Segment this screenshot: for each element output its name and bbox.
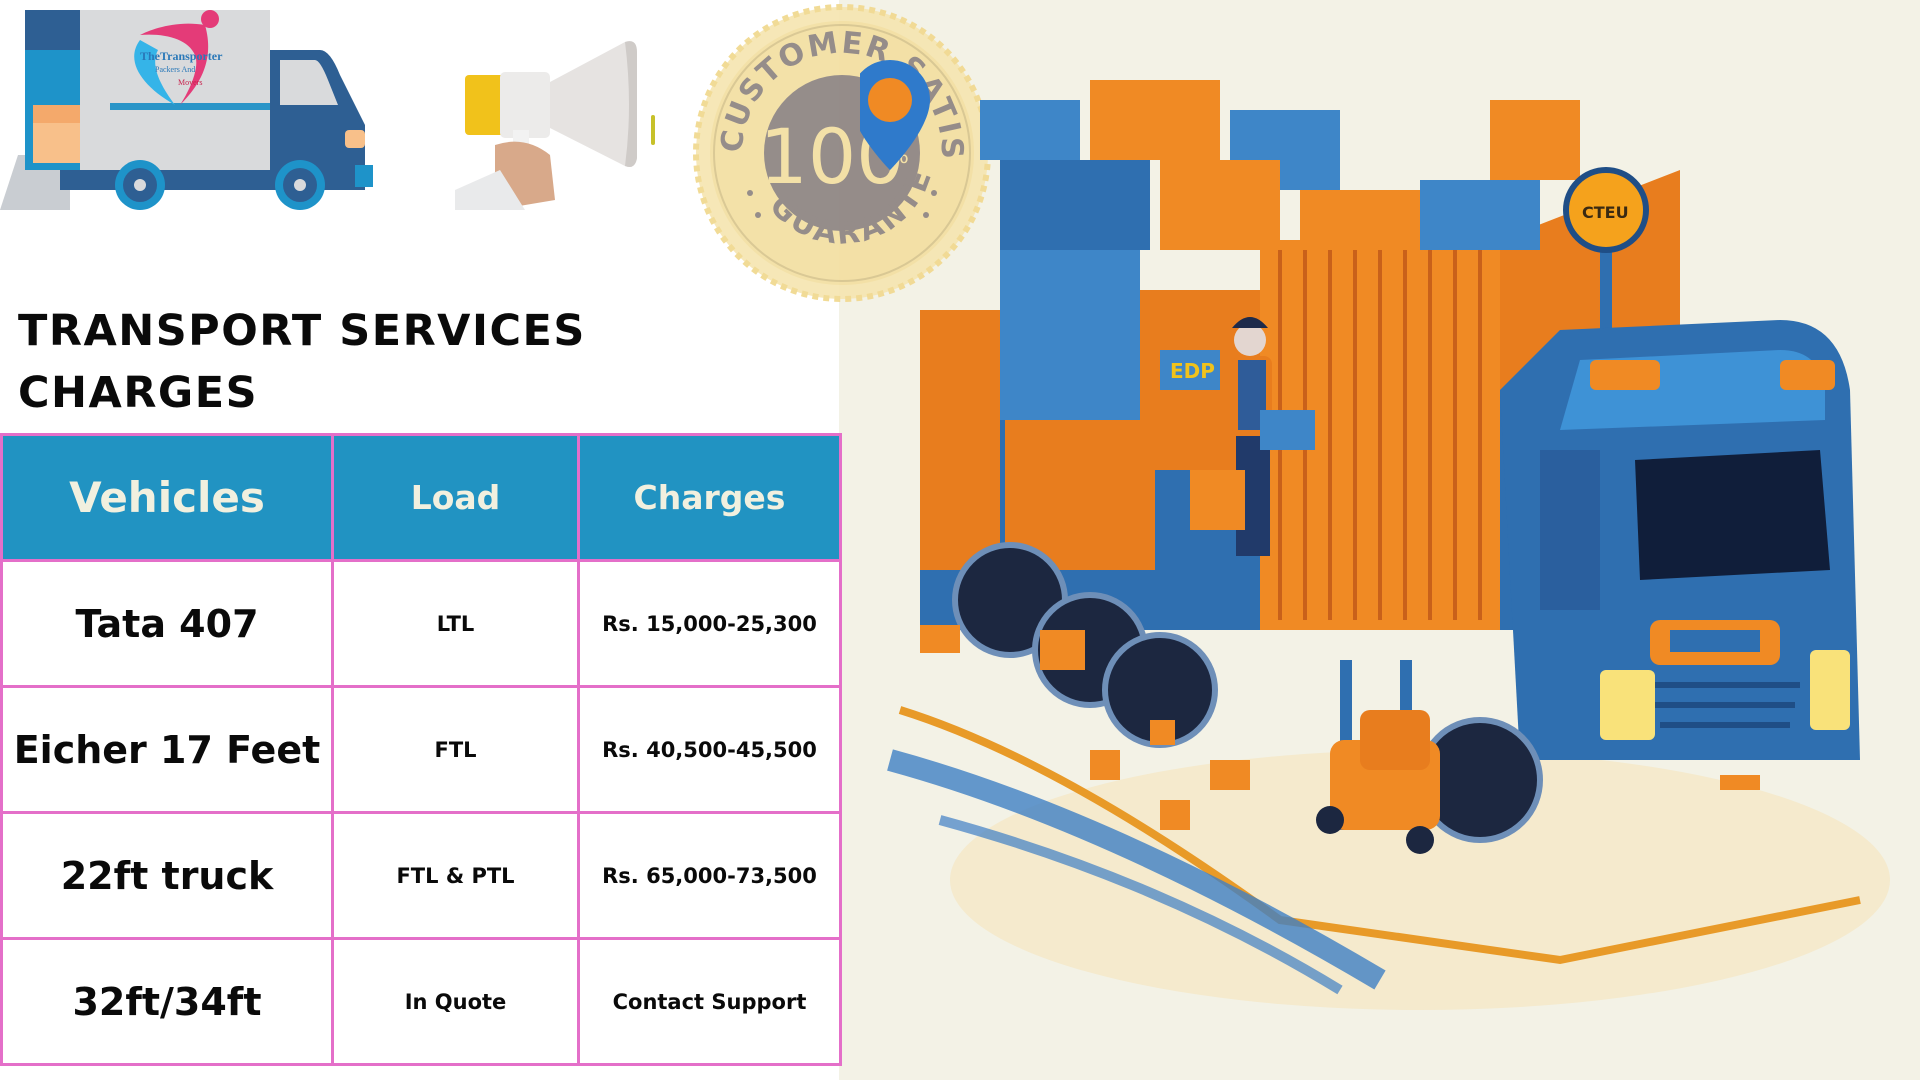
- cell-load: In Quote: [331, 937, 580, 1066]
- svg-text:CTEU: CTEU: [1582, 203, 1629, 222]
- logo-line3: Movers: [178, 78, 202, 87]
- title-line-1: TRANSPORT SERVICES CHARGES: [18, 306, 586, 418]
- svg-text:EDP: EDP: [1170, 359, 1215, 383]
- header-charges: Charges: [577, 433, 842, 562]
- cell-charges: Contact Support: [577, 937, 842, 1066]
- header-vehicles: Vehicles: [0, 433, 334, 562]
- cell-vehicle: 32ft/34ft: [0, 937, 334, 1066]
- cell-load: FTL & PTL: [331, 811, 580, 940]
- cell-load: FTL: [331, 685, 580, 814]
- scattered-boxes: [920, 625, 1250, 830]
- table-row: Tata 407 LTL Rs. 15,000-25,300: [0, 559, 842, 688]
- header-load: Load: [331, 433, 580, 562]
- cell-vehicle: Eicher 17 Feet: [0, 685, 334, 814]
- charges-table: Vehicles Load Charges Tata 407 LTL Rs. 1…: [0, 433, 842, 1066]
- edp-label-plate: [1160, 350, 1220, 390]
- cell-vehicle: Tata 407: [0, 559, 334, 688]
- company-logo-truck: TheTransporter Packers And Movers: [0, 10, 373, 210]
- location-pin-icon: [860, 60, 930, 170]
- heart-hands-icon: [134, 10, 219, 106]
- cell-load: LTL: [331, 559, 580, 688]
- worker-figure: [1190, 317, 1315, 556]
- table-row: 22ft truck FTL & PTL Rs. 65,000-73,500: [0, 811, 842, 940]
- satisfaction-guarantee-badge: CUSTOMER SATISFACTION GUARANTEE 100 %: [692, 3, 991, 302]
- cell-charges: Rs. 40,500-45,500: [577, 685, 842, 814]
- forklift: [1316, 660, 1440, 854]
- table-row: 32ft/34ft In Quote Contact Support: [0, 937, 842, 1066]
- cell-charges: Rs. 65,000-73,500: [577, 811, 842, 940]
- table-row: Eicher 17 Feet FTL Rs. 40,500-45,500: [0, 685, 842, 814]
- megaphone-icon: [455, 41, 655, 210]
- truck-cab: [1500, 320, 1860, 790]
- cargo-truck-illustration: EDP CTEU: [860, 60, 1890, 1010]
- cell-vehicle: 22ft truck: [0, 811, 334, 940]
- cell-charges: Rs. 15,000-25,300: [577, 559, 842, 688]
- logo-line1: TheTransporter: [140, 49, 223, 63]
- logo-line2: Packers And: [155, 65, 195, 74]
- table-header-row: Vehicles Load Charges: [0, 433, 842, 562]
